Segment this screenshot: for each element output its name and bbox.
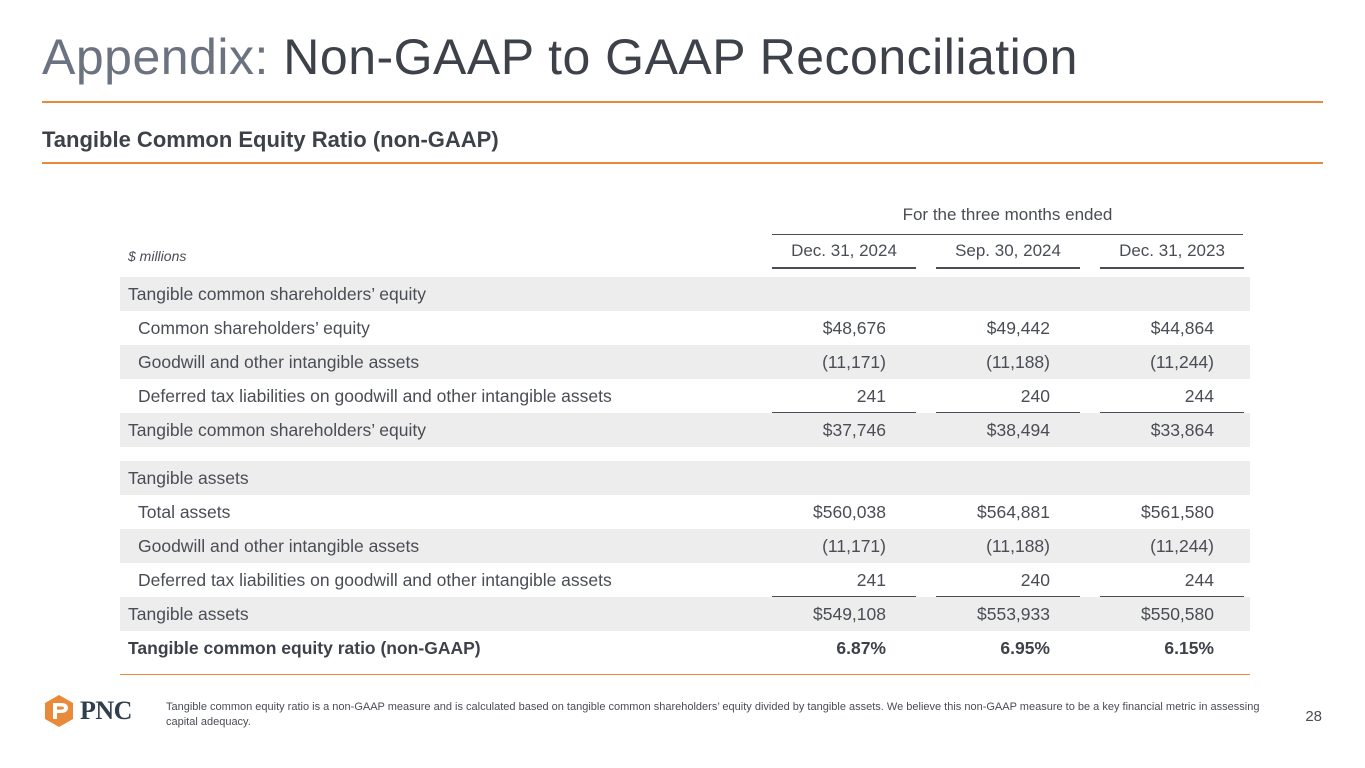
- cell-value: 240: [1020, 570, 1050, 590]
- page-title: Appendix: Non-GAAP to GAAP Reconciliatio…: [42, 28, 1078, 86]
- title-divider: [42, 101, 1323, 103]
- cell-value: 241: [856, 570, 886, 590]
- table-bottom-rule: [120, 674, 1250, 675]
- pnc-logo: PNC: [42, 694, 132, 728]
- title-main: Non-GAAP to GAAP Reconciliation: [283, 29, 1078, 85]
- table-row: Tangible common shareholders’ equity $37…: [120, 413, 1250, 447]
- cell-value: $564,881: [977, 502, 1050, 522]
- table-row-total: Tangible common equity ratio (non-GAAP) …: [120, 631, 1250, 665]
- cell-value: $561,580: [1141, 502, 1214, 522]
- cell-value: 244: [1184, 386, 1214, 406]
- cell-value: 244: [1184, 570, 1214, 590]
- subtotal-rule: [1100, 596, 1244, 597]
- table-row: Deferred tax liabilities on goodwill and…: [120, 379, 1250, 413]
- subtotal-rule: [772, 596, 916, 597]
- cell-value: 6.95%: [1000, 638, 1050, 658]
- table-row: Goodwill and other intangible assets (11…: [120, 529, 1250, 563]
- cell-value: (11,171): [822, 536, 886, 556]
- cell-value: $33,864: [1150, 420, 1214, 440]
- cell-value: 240: [1020, 386, 1050, 406]
- table-row: Common shareholders’ equity $48,676 $49,…: [120, 311, 1250, 345]
- subtotal-rule: [1100, 412, 1244, 413]
- column-header: Dec. 31, 2024: [772, 241, 916, 269]
- row-label: Tangible assets: [128, 604, 249, 624]
- row-label: Tangible common shareholders’ equity: [128, 420, 426, 440]
- row-label: Tangible common equity ratio (non-GAAP): [128, 638, 481, 658]
- cell-value: $37,746: [822, 420, 886, 440]
- row-label: Tangible common shareholders’ equity: [128, 284, 426, 304]
- cell-value: (11,244): [1150, 536, 1214, 556]
- row-label: Deferred tax liabilities on goodwill and…: [138, 570, 612, 590]
- subtotal-rule: [936, 412, 1080, 413]
- cell-value: 241: [856, 386, 886, 406]
- row-label: Deferred tax liabilities on goodwill and…: [138, 386, 612, 406]
- cell-value: (11,188): [986, 352, 1050, 372]
- row-label: Common shareholders’ equity: [138, 318, 370, 338]
- cell-value: $550,580: [1141, 604, 1214, 624]
- table-row: Deferred tax liabilities on goodwill and…: [120, 563, 1250, 597]
- column-header: Sep. 30, 2024: [936, 241, 1080, 269]
- unit-label: $ millions: [128, 248, 187, 264]
- subtitle-divider: [42, 162, 1323, 164]
- table-row: Total assets $560,038 $564,881 $561,580: [120, 495, 1250, 529]
- column-header: Dec. 31, 2023: [1100, 241, 1244, 269]
- table-row: Tangible assets: [120, 461, 1250, 495]
- table-row: Goodwill and other intangible assets (11…: [120, 345, 1250, 379]
- cell-value: (11,188): [986, 536, 1050, 556]
- row-label: Goodwill and other intangible assets: [138, 536, 420, 556]
- pnc-logo-mark-icon: [45, 695, 73, 727]
- cell-value: $49,442: [986, 318, 1050, 338]
- page-number: 28: [1305, 708, 1322, 725]
- table-spacer: [120, 447, 1250, 461]
- cell-value: $560,038: [813, 502, 886, 522]
- logo-wordmark: PNC: [80, 696, 132, 725]
- cell-value: $48,676: [822, 318, 886, 338]
- row-label: Tangible assets: [128, 468, 249, 488]
- title-prefix: Appendix:: [42, 29, 284, 85]
- footnote: Tangible common equity ratio is a non-GA…: [166, 701, 1260, 728]
- period-header: For the three months ended: [902, 205, 1113, 224]
- cell-value: $553,933: [977, 604, 1050, 624]
- row-label: Goodwill and other intangible assets: [138, 352, 420, 372]
- cell-value: (11,244): [1150, 352, 1214, 372]
- cell-value: (11,171): [822, 352, 886, 372]
- cell-value: 6.15%: [1164, 638, 1214, 658]
- table-row: Tangible assets $549,108 $553,933 $550,5…: [120, 597, 1250, 631]
- cell-value: $44,864: [1150, 318, 1214, 338]
- row-label: Total assets: [138, 502, 231, 522]
- table-body: Tangible common shareholders’ equity Com…: [120, 277, 1250, 665]
- cell-value: $38,494: [986, 420, 1050, 440]
- subtotal-rule: [936, 596, 1080, 597]
- subtotal-rule: [772, 412, 916, 413]
- section-subtitle: Tangible Common Equity Ratio (non-GAAP): [42, 127, 499, 152]
- cell-value: 6.87%: [836, 638, 886, 658]
- cell-value: $549,108: [813, 604, 886, 624]
- period-header-rule: [772, 234, 1243, 235]
- table-row: Tangible common shareholders’ equity: [120, 277, 1250, 311]
